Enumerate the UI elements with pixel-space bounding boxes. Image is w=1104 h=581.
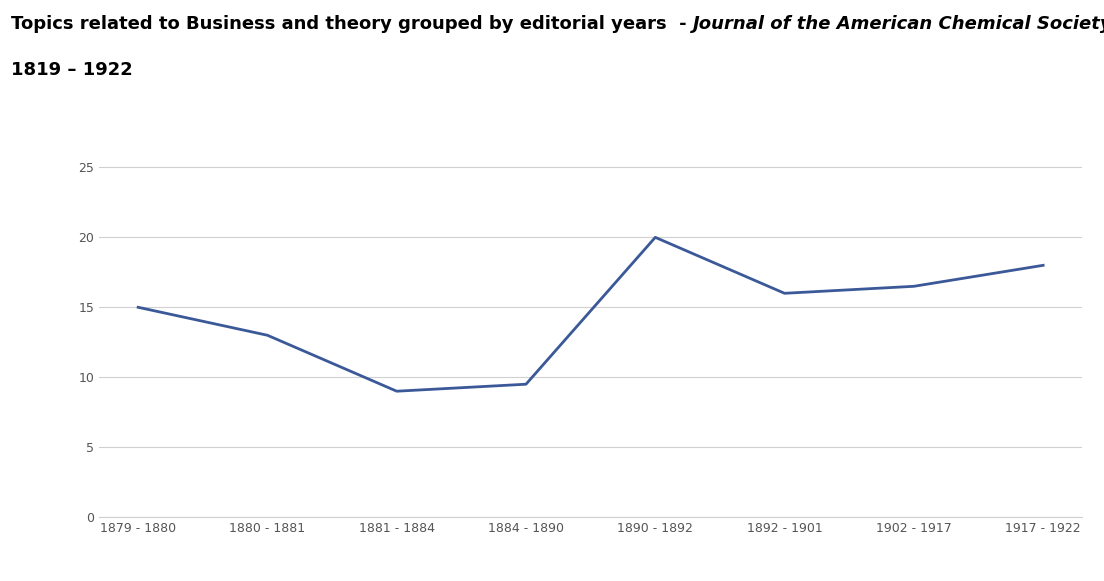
Text: Journal of the American Chemical Society: Journal of the American Chemical Society xyxy=(693,15,1104,33)
Text: 1819 – 1922: 1819 – 1922 xyxy=(11,61,132,79)
Text: Topics related to Business and theory grouped by editorial years  -: Topics related to Business and theory gr… xyxy=(11,15,693,33)
